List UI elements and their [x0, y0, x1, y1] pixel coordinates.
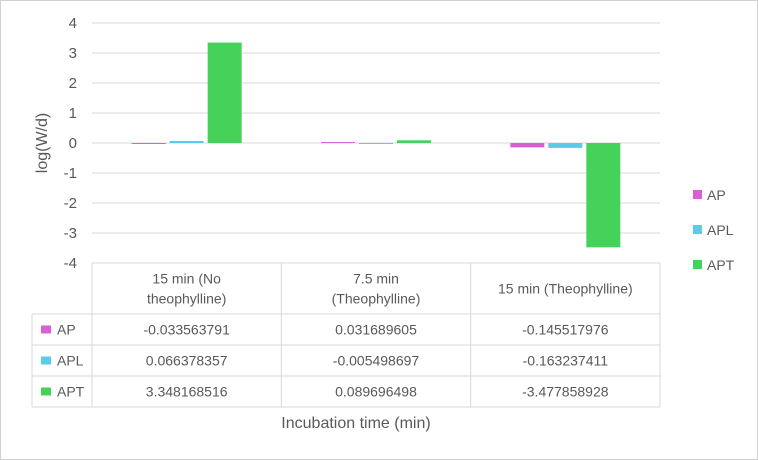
- table-series-name: AP: [57, 322, 76, 338]
- legend-label: APT: [707, 257, 735, 273]
- data-label: -0.145517976: [522, 322, 609, 338]
- x-axis-label: Incubation time (min): [281, 415, 430, 432]
- table-legend-key-apt: [41, 387, 51, 396]
- y-axis-label: log(W/d): [34, 113, 51, 173]
- category-label: 15 min (Theophylline): [498, 281, 633, 297]
- bar-apt: [207, 42, 242, 143]
- y-tick-label: -4: [64, 255, 77, 272]
- table-legend-key-apl: [41, 356, 51, 365]
- y-tick-label: -3: [64, 225, 77, 242]
- bar-ap: [510, 143, 545, 148]
- bar-apt: [586, 143, 621, 248]
- data-label: 0.031689605: [335, 322, 417, 338]
- legend-key-ap: [693, 190, 702, 199]
- category-label: theophylline): [147, 291, 226, 307]
- bar-ap: [321, 142, 355, 144]
- data-label: -0.005498697: [333, 353, 420, 369]
- data-label: 3.348168516: [146, 384, 228, 400]
- legend-label: AP: [707, 187, 726, 203]
- data-label: -3.477858928: [522, 384, 609, 400]
- legend-key-apt: [693, 260, 702, 269]
- bar-apt: [397, 140, 431, 143]
- table-series-name: APT: [57, 384, 85, 400]
- y-tick-label: 1: [69, 105, 77, 122]
- data-label: 0.066378357: [146, 353, 228, 369]
- category-label: 15 min (No: [152, 271, 221, 287]
- category-label: 7.5 min: [353, 271, 399, 287]
- bar-apl: [169, 141, 204, 143]
- category-label: (Theophylline): [332, 291, 421, 307]
- y-tick-label: 2: [69, 75, 77, 92]
- table-series-name: APL: [57, 353, 84, 369]
- y-tick-label: 0: [69, 135, 77, 152]
- y-tick-label: 4: [69, 15, 77, 32]
- y-tick-label: -1: [64, 165, 77, 182]
- legend-label: APL: [707, 222, 734, 238]
- legend-key-apl: [693, 225, 702, 234]
- y-tick-label: 3: [69, 45, 77, 62]
- bar-ap: [131, 143, 166, 145]
- table-legend-key-ap: [41, 325, 51, 334]
- data-label: -0.033563791: [143, 322, 230, 338]
- bar-apl: [548, 143, 583, 148]
- y-tick-label: -2: [64, 195, 77, 212]
- bar-apl: [359, 143, 393, 144]
- data-label: -0.163237411: [523, 353, 609, 369]
- data-label: 0.089696498: [335, 384, 417, 400]
